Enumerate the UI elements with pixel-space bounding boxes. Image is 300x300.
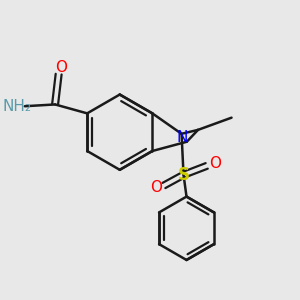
Text: S: S (178, 166, 190, 184)
Text: N: N (177, 130, 188, 145)
Text: O: O (55, 60, 67, 75)
Text: NH₂: NH₂ (2, 99, 32, 114)
Text: O: O (150, 180, 162, 195)
Text: O: O (208, 156, 220, 171)
